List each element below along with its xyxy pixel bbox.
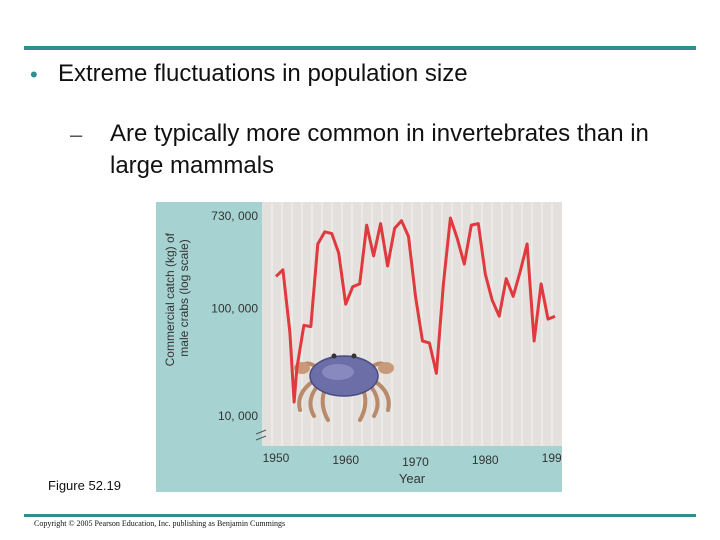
figure-label: Figure 52.19: [48, 478, 121, 493]
y-tick-label: 730, 000: [211, 209, 258, 223]
slide-title: Extreme fluctuations in population size: [58, 60, 468, 87]
crab-illustration: [294, 353, 394, 422]
top-divider: [24, 46, 696, 50]
dash-icon: –: [70, 122, 83, 147]
axis-break-icon: [255, 429, 267, 441]
y-tick-label: 100, 000: [211, 302, 258, 316]
x-tick-label: 1950: [263, 451, 290, 465]
x-tick-label: 1970: [402, 455, 429, 469]
x-tick-labels: 1950 1960 1970 1980 1990: [263, 451, 562, 469]
sub-point: Are typically more common in invertebrat…: [110, 120, 649, 179]
x-tick-label: 1990: [542, 451, 562, 465]
y-tick-labels: 730, 000 100, 000 10, 000: [211, 209, 258, 423]
x-tick-label: 1960: [332, 453, 359, 467]
bullet-icon: •: [30, 62, 38, 87]
bottom-divider: [24, 514, 696, 517]
population-chart: 730, 000 100, 000 10, 000 1950 1960 1970 1980…: [156, 202, 562, 492]
grid: [271, 202, 553, 446]
x-tick-label: 1980: [472, 453, 499, 467]
y-tick-label: 10, 000: [218, 409, 258, 423]
copyright-text: Copyright © 2005 Pearson Education, Inc.…: [34, 519, 286, 528]
catch-series-line: [274, 216, 556, 404]
x-axis-label: Year: [399, 471, 426, 486]
y-axis-label: Commercial catch (kg) of male crabs (log…: [163, 230, 191, 367]
